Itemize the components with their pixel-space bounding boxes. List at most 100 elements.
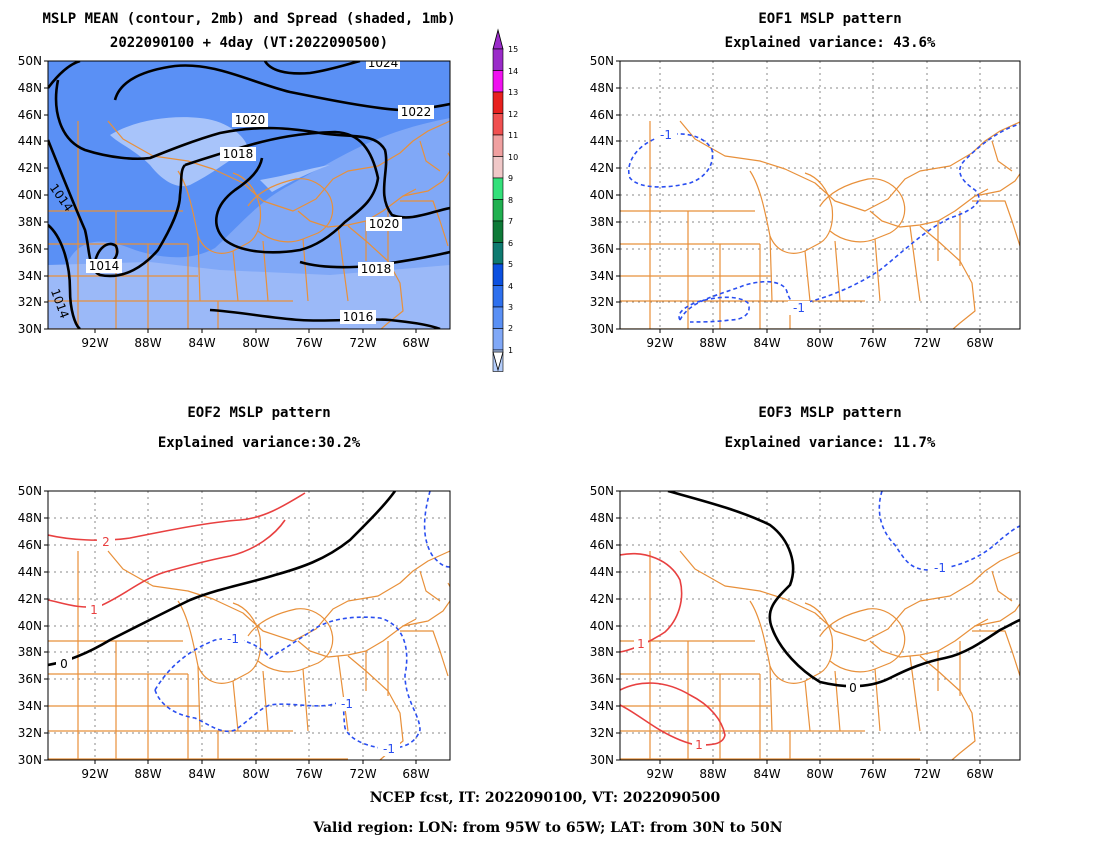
lon-tick: 72W: [913, 336, 940, 350]
lat-tick: 30N: [590, 322, 614, 336]
lat-tick: 42N: [590, 161, 614, 175]
lat-tick: 46N: [18, 108, 42, 122]
footer-line-2: Valid region: LON: from 95W to 65W; LAT:…: [312, 820, 782, 836]
lat-tick: 34N: [18, 269, 42, 283]
lat-tick: 50N: [590, 54, 614, 68]
colorbar-label: 1: [508, 346, 513, 355]
lat-tick: 46N: [18, 538, 42, 552]
lat-tick: 44N: [590, 134, 614, 148]
lon-tick: 80W: [806, 336, 833, 350]
panel-eof2: EOF2 MSLP pattern Explained variance:30.…: [18, 405, 451, 781]
eof3-contour-label: 1: [637, 637, 645, 651]
lat-tick: 44N: [18, 134, 42, 148]
lon-tick: 84W: [188, 767, 215, 781]
eof2-contour-label: -1: [341, 697, 353, 711]
footer-line-1: NCEP fcst, IT: 2022090100, VT: 202209050…: [370, 790, 721, 806]
eof3-contour-label: 0: [849, 681, 857, 695]
eof2-contour-label: -1: [383, 742, 395, 756]
panel-mslp-title-2: 2022090100 + 4day (VT:2022090500): [110, 35, 388, 51]
lat-tick: 40N: [590, 188, 614, 202]
lon-tick: 88W: [134, 767, 161, 781]
eof1-contour-label: -1: [660, 128, 672, 142]
colorbar-cell: [492, 48, 504, 71]
lon-tick: 84W: [188, 336, 215, 350]
colorbar-label: 15: [508, 45, 518, 54]
lat-tick: 32N: [18, 726, 42, 740]
lat-tick: 38N: [590, 215, 614, 229]
colorbar-label: 4: [508, 282, 513, 291]
lat-tick: 38N: [18, 645, 42, 659]
lon-tick: 92W: [81, 336, 108, 350]
lon-tick: 92W: [81, 767, 108, 781]
colorbar-cell: [492, 177, 504, 200]
mslp-contour-label: 1022: [401, 105, 432, 119]
mslp-contour-label: 1020: [235, 113, 266, 127]
colorbar-cell: [492, 220, 504, 243]
lat-tick: 36N: [590, 242, 614, 256]
lon-tick: 72W: [913, 767, 940, 781]
eof2-contour-label: 0: [60, 657, 68, 671]
lat-tick: 48N: [590, 81, 614, 95]
lon-tick: 80W: [806, 767, 833, 781]
panel-eof3-title-1: EOF3 MSLP pattern: [758, 405, 901, 421]
lat-tick: 36N: [590, 672, 614, 686]
lon-tick: 88W: [699, 767, 726, 781]
colorbar-label: 10: [508, 153, 518, 162]
panel-mslp: MSLP MEAN (contour, 2mb) and Spread (sha…: [18, 11, 456, 350]
lat-tick: 50N: [590, 484, 614, 498]
lat-tick: 30N: [18, 753, 42, 767]
colorbar-label: 6: [508, 239, 513, 248]
panel-mslp-axes: 50N 48N 46N 44N 42N 40N 38N 36N 34N 32N …: [18, 54, 430, 350]
lat-tick: 42N: [18, 592, 42, 606]
eof1-contour-label: -1: [793, 301, 805, 315]
lon-tick: 76W: [295, 336, 322, 350]
lon-tick: 92W: [646, 767, 673, 781]
lat-tick: 50N: [18, 54, 42, 68]
lat-tick: 32N: [18, 295, 42, 309]
lat-tick: 38N: [590, 645, 614, 659]
lat-tick: 42N: [590, 592, 614, 606]
panel-eof3: EOF3 MSLP pattern Explained variance: 11…: [590, 405, 1021, 781]
panel-eof3-title-2: Explained variance: 11.7%: [725, 435, 936, 451]
colorbar-cell: [492, 91, 504, 114]
colorbar-cell: [492, 134, 504, 157]
lat-tick: 40N: [18, 619, 42, 633]
mslp-contour-label: 1018: [361, 262, 392, 276]
lat-tick: 48N: [590, 511, 614, 525]
colorbar-cell: [492, 113, 504, 136]
lat-tick: 36N: [18, 242, 42, 256]
lon-tick: 92W: [646, 336, 673, 350]
lat-tick: 48N: [18, 81, 42, 95]
colorbar-cell: [492, 242, 504, 265]
lat-tick: 34N: [590, 699, 614, 713]
colorbar-label: 12: [508, 110, 518, 119]
mslp-map-area: 1024 1022 1020 1018 1014 1020 1018 1016 …: [48, 61, 450, 329]
colorbar-label: 3: [508, 303, 513, 312]
lon-tick: 76W: [295, 767, 322, 781]
panel-eof2-title-2: Explained variance:30.2%: [158, 435, 361, 451]
colorbar-bottom-triangle: [492, 351, 504, 372]
colorbar-cell: [492, 70, 504, 93]
lon-tick: 76W: [859, 336, 886, 350]
panel-eof2-title-1: EOF2 MSLP pattern: [187, 405, 330, 421]
lon-tick: 68W: [402, 767, 429, 781]
lat-tick: 48N: [18, 511, 42, 525]
lat-tick: 30N: [18, 322, 42, 336]
colorbar-cell: [492, 328, 504, 351]
lon-tick: 72W: [349, 336, 376, 350]
lat-tick: 38N: [18, 215, 42, 229]
lon-tick: 76W: [859, 767, 886, 781]
lat-tick: 34N: [590, 269, 614, 283]
mslp-contour-label: 1016: [343, 310, 374, 324]
colorbar-label: 14: [508, 67, 518, 76]
lon-tick: 72W: [349, 767, 376, 781]
eof3-contour-label: 1: [695, 738, 703, 752]
lon-tick: 68W: [402, 336, 429, 350]
lon-tick: 68W: [966, 767, 993, 781]
colorbar-cell: [492, 199, 504, 222]
colorbar-cell: [492, 156, 504, 179]
eof2-contour-label: -1: [227, 632, 239, 646]
colorbar-label: 5: [508, 260, 513, 269]
panel-eof1-title-2: Explained variance: 43.6%: [725, 35, 936, 51]
lon-tick: 84W: [753, 767, 780, 781]
